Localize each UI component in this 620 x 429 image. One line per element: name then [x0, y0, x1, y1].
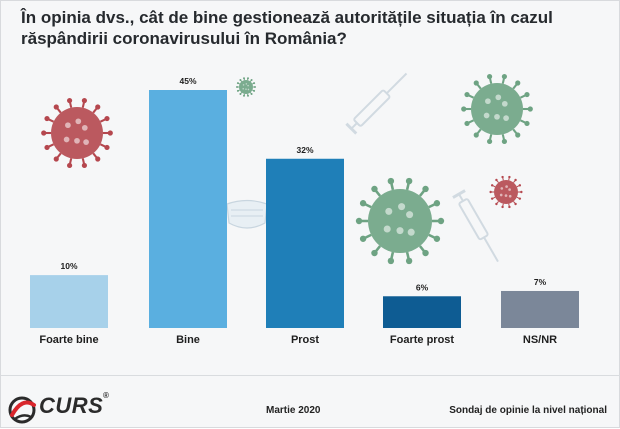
value-label: 10% — [60, 261, 77, 271]
syringe-icon — [346, 69, 411, 134]
footer-source: Sondaj de opinie la nivel național — [449, 405, 607, 416]
logo-registered-mark: ® — [103, 391, 109, 400]
category-label: NS/NR — [523, 334, 557, 346]
category-label: Foarte bine — [39, 334, 98, 346]
value-label: 7% — [534, 277, 547, 287]
virus-icon — [41, 98, 113, 168]
value-label: 6% — [416, 282, 429, 292]
virus-icon — [356, 178, 444, 264]
bar-ns-nr — [501, 291, 579, 328]
logo-text: CURS — [39, 393, 103, 419]
footer-date: Martie 2020 — [266, 405, 320, 416]
category-label: Foarte prost — [390, 334, 455, 346]
value-label: 32% — [296, 145, 313, 155]
curs-logo: CURS ® — [7, 393, 117, 425]
value-label: 45% — [179, 76, 196, 86]
virus-icon — [236, 77, 256, 96]
bar-bine — [149, 90, 227, 328]
syringe-icon — [453, 191, 504, 266]
footer-divider — [1, 375, 620, 376]
curs-logo-icon — [7, 395, 37, 425]
face-mask-icon — [227, 201, 267, 229]
bar-prost — [266, 159, 344, 328]
bar-foarte-bine — [30, 275, 108, 328]
bar-foarte-prost — [383, 296, 461, 328]
virus-icon — [461, 74, 533, 144]
category-label: Prost — [291, 334, 319, 346]
category-label: Bine — [176, 334, 200, 346]
virus-icon — [489, 176, 522, 208]
